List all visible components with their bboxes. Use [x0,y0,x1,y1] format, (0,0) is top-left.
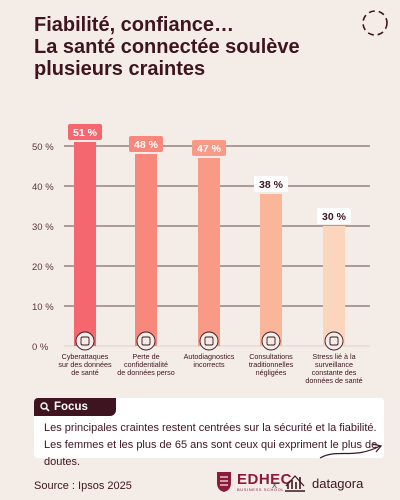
x-category-label: confidentialité [124,360,168,369]
bar [260,194,282,346]
search-icon [40,402,50,412]
x-category-label: incorrects [193,360,225,369]
x-category-label: données de santé [305,376,362,385]
y-tick-label: 30 % [32,222,54,233]
value-label-bg [254,176,288,192]
bar-chart: 0 % 10 % 20 % 30 % 40 % 50 % 51 % Cyberattaques… [32,124,370,385]
y-tick-label: 20 % [32,262,54,273]
title-line-1: Fiabilité, confiance… [34,14,235,36]
x-category-label: surveillance [315,360,353,369]
source-text: Source : Ipsos 2025 [34,480,132,492]
bar [74,142,96,346]
y-tick-label: 40 % [32,182,54,193]
datagora-name: datagora [312,475,364,491]
x-category-label: constante des [312,368,357,377]
document-lock-icon-glyph [141,336,151,346]
dashed-circle-icon [362,10,388,36]
value-label-bg [317,208,351,224]
bar [135,154,157,346]
shield-lock-icon [75,331,95,351]
stethoscope-screen-icon [199,331,219,351]
edhec-subtitle: BUSINESS SCHOOL [237,486,285,492]
title-line-3: plusieurs craintes [34,58,206,80]
clock-alarm-icon-glyph [329,336,339,346]
document-lock-icon [136,331,156,351]
title-line-2: La santé connectée soulève [34,36,300,58]
stethoscope-screen-icon-glyph [204,336,214,346]
bar [198,158,220,346]
value-label: 47 % [197,143,222,155]
x-category-label: Perte de [132,352,159,361]
medical-case-icon [261,331,281,351]
value-label-bg [192,140,226,156]
value-label: 48 % [134,139,159,151]
x-category-label: Consultations [249,352,293,361]
value-label: 51 % [73,127,98,139]
x-category-label: Stress lié à la [312,352,355,361]
medical-case-icon-glyph [266,336,276,346]
focus-tag: Focus [34,398,116,416]
x-category-label: négligées [256,368,287,377]
y-tick-label: 0 % [32,342,49,353]
focus-label: Focus [54,401,88,413]
datagora-emblem-icon [285,475,305,492]
datagora-logo: datagora [284,474,363,492]
x-category-label: Autodiagnostics [184,352,235,361]
shield-lock-icon-glyph [80,336,90,346]
edhec-logo: EDHEC BUSINESS SCHOOL [214,471,292,493]
x-category-label: de santé [71,368,99,377]
edhec-emblem-icon [217,472,231,492]
value-label: 38 % [259,179,284,191]
edhec-name: EDHEC [237,470,293,488]
x-category-label: sur des données [58,360,112,369]
footer: Source : Ipsos 2025 EDHEC BUSINESS SCHOO… [0,466,400,500]
clock-alarm-icon [324,331,344,351]
logo-separator: x [272,480,277,491]
x-category-label: traditionnelles [249,360,294,369]
focus-text: Les principales craintes restent centrée… [44,422,378,468]
y-tick-label: 50 % [32,142,54,153]
value-label-bg [129,136,163,152]
x-category-label: Cyberattaques [62,352,109,361]
decorative-arrow-icon [319,443,383,459]
x-category-label: de données perso [117,368,175,377]
y-tick-label: 10 % [32,302,54,313]
value-label-bg [68,124,102,140]
bar [323,226,345,346]
value-label: 30 % [322,211,347,223]
page-title: Fiabilité, confiance… La santé connectée… [34,14,354,80]
